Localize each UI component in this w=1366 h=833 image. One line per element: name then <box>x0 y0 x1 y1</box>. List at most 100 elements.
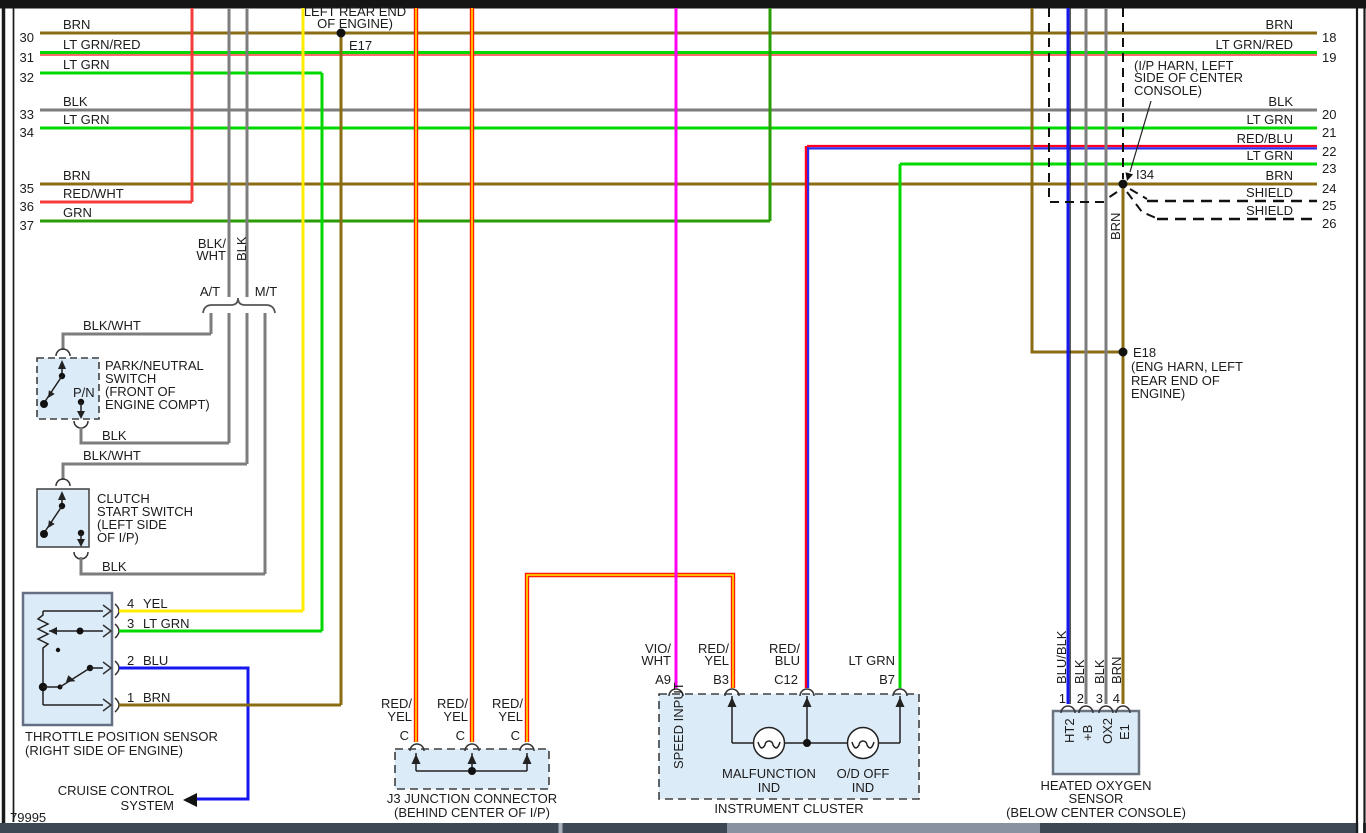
component-name: START SWITCH <box>97 504 193 519</box>
connector-arc-icon <box>1078 705 1094 714</box>
connector-arc-icon <box>892 688 908 697</box>
pin-number: 18 <box>1322 30 1336 45</box>
pin-number: 25 <box>1322 198 1336 213</box>
pin-number: 2 <box>1077 691 1084 706</box>
switch-feed-wire <box>61 462 247 480</box>
pin-number: 20 <box>1322 107 1336 122</box>
wire-label-rotated: BLK <box>1092 659 1107 684</box>
contact-dot <box>76 627 84 635</box>
switch-pin-label: P/N <box>73 385 95 400</box>
splice-note: CONSOLE) <box>1134 83 1202 98</box>
wire-label: LT GRN <box>849 653 895 668</box>
connector-arc-icon <box>55 348 71 357</box>
pin-label: C <box>456 728 465 743</box>
wire-label: LT GRN <box>143 616 189 631</box>
j3-junction-connector: RED/ YEL C RED/ YEL C RED/ YEL C J3 JUNC… <box>381 696 557 820</box>
pin-arrow-icon <box>802 697 812 707</box>
wire-label: BRN <box>1266 168 1293 183</box>
wire-label: BRN <box>63 168 90 183</box>
pin-number: 21 <box>1322 125 1336 140</box>
wire-label: RED/ <box>769 641 800 656</box>
scrollbar-thumb[interactable] <box>727 823 1040 833</box>
switch-body <box>36 357 100 420</box>
branch-label-mt: M/T <box>255 284 277 299</box>
cruise-control-callout: CRUISE CONTROL SYSTEM <box>58 783 197 813</box>
sensor-body <box>1051 709 1141 776</box>
wire-label: BLK/WHT <box>83 318 141 333</box>
component-name: PARK/NEUTRAL <box>105 358 204 373</box>
connector-arc-icon <box>724 688 740 697</box>
pin-arrow-icon <box>895 697 905 707</box>
pin-label: C <box>511 728 520 743</box>
pin-arrow-icon <box>467 754 477 764</box>
wire-label: LT GRN/RED <box>63 37 141 52</box>
scrollbar-track[interactable] <box>0 823 1366 833</box>
wire-label: BLK <box>102 559 127 574</box>
indicator-label: O/D OFF <box>837 766 890 781</box>
contact-dot <box>55 647 61 653</box>
connector-arc-icon <box>668 688 684 697</box>
transmission-split: BLK/ WHT BLK A/T M/T <box>196 236 277 574</box>
wire-label: SHIELD <box>1246 203 1293 218</box>
pin-label: C <box>400 728 409 743</box>
wire-label: BLK <box>1268 94 1293 109</box>
component-name: (RIGHT SIDE OF ENGINE) <box>25 743 183 758</box>
horizontal-scrollbar[interactable] <box>0 823 1366 833</box>
wire-label: BLK/ <box>198 236 227 251</box>
connector-arc-icon <box>55 478 71 487</box>
pin-number: 30 <box>20 30 34 45</box>
pin-number: 1 <box>127 690 134 705</box>
wire-label: BLU <box>775 653 800 668</box>
component-name: (BEHIND CENTER OF I/P) <box>394 805 550 820</box>
system-label: CRUISE CONTROL <box>58 783 174 798</box>
wire-label: YEL <box>498 709 523 724</box>
component-name: CLUTCH <box>97 491 150 506</box>
wiper-arrow-icon <box>49 627 57 635</box>
pin-arrow-icon <box>411 754 421 764</box>
pin-number: 33 <box>20 107 34 122</box>
pin-number: 34 <box>20 125 34 140</box>
wire-label-rotated: BLK <box>1072 659 1087 684</box>
left-bus-labels: 30 BRN 31 LT GRN/RED 32 LT GRN 33 BLK 34… <box>20 17 141 233</box>
connector-arc-icon <box>409 743 425 752</box>
connector-arc-icon <box>1098 705 1114 714</box>
top-border-bar <box>0 0 1366 9</box>
wire-label: BRN <box>63 17 90 32</box>
wire-label: RED/ <box>381 696 412 711</box>
wire-label: LT GRN <box>63 112 109 127</box>
shield-branch-25 <box>1129 188 1148 200</box>
junction-dot <box>803 739 811 747</box>
component-name: J3 JUNCTION CONNECTOR <box>387 791 557 806</box>
indicator-label: IND <box>852 780 874 795</box>
component-name: SWITCH <box>105 371 156 386</box>
input-label-rotated: SPEED INPUT <box>671 682 686 769</box>
switch-blade <box>43 375 63 404</box>
wire-label: RED/ <box>698 641 729 656</box>
instrument-cluster: VIO/ WHT A9 RED/ YEL B3 RED/ BLU C12 LT … <box>641 641 920 816</box>
wire-label: VIO/ <box>645 641 671 656</box>
wire-label-rotated: BRN <box>1109 657 1124 684</box>
pin-number: 36 <box>20 199 34 214</box>
splice-dot-icon <box>1118 179 1128 189</box>
contact-dot <box>40 530 48 538</box>
pin-number: 24 <box>1322 181 1336 196</box>
border-corner <box>1358 823 1363 833</box>
pin-number: 1 <box>1059 691 1066 706</box>
component-name: (LEFT SIDE <box>97 517 167 532</box>
wire-label: YEL <box>704 653 729 668</box>
blade-arrow-icon <box>48 390 55 398</box>
pin-number: 22 <box>1322 144 1336 159</box>
direction-arrow-icon <box>183 793 197 807</box>
wire-label-rotated: BLU/BLK <box>1054 630 1069 684</box>
pin-number: 23 <box>1322 161 1336 176</box>
wire-label: BLK <box>102 428 127 443</box>
cluster-body <box>658 693 920 800</box>
wire-label: LT GRN <box>1247 148 1293 163</box>
vertical-wires <box>190 8 1157 742</box>
wire-redyel-3-stripe <box>526 574 734 742</box>
wire-label: BLU <box>143 653 168 668</box>
connector-arc-icon <box>73 420 89 429</box>
wire-label: RED/ <box>437 696 468 711</box>
